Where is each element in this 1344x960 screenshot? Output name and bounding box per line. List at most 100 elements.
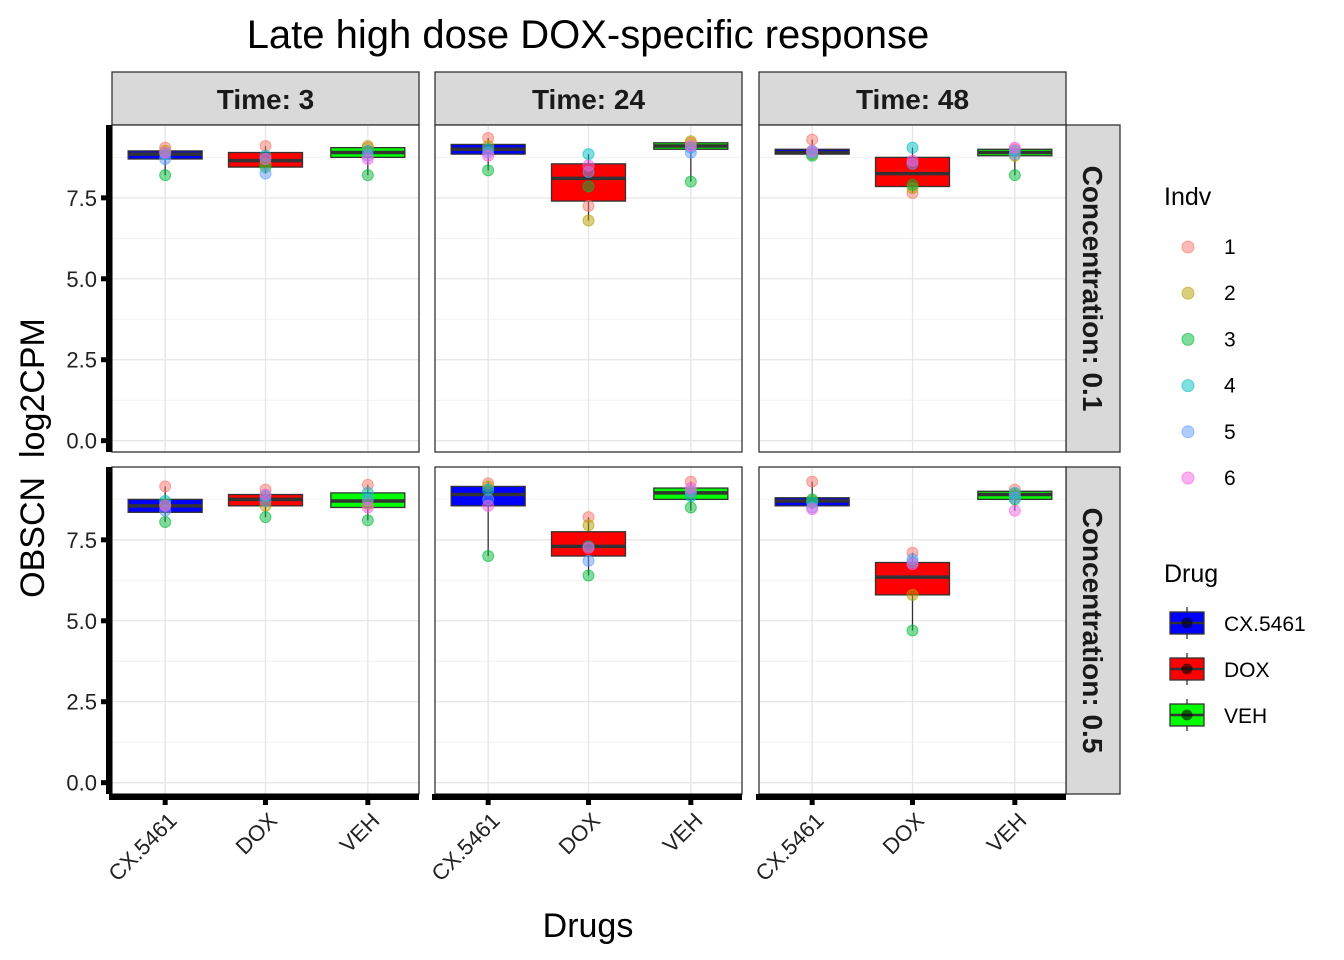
legend-indv-key [1181, 379, 1195, 393]
col-strip: Time: 3 [111, 71, 420, 126]
indv-point [159, 516, 172, 529]
panels-layer: Time: 3 Time: 24 Time: 48 Concentration: 0.… [66, 71, 1121, 886]
legend-drug-title: Drug [1164, 560, 1218, 588]
legend-drug-point [1181, 663, 1193, 675]
x-tick-label: CX.5461 [426, 808, 504, 886]
indv-point [482, 164, 495, 177]
indv-point [806, 475, 819, 488]
indv-point [1008, 491, 1021, 504]
chart-title: Late high dose DOX-specific response [247, 13, 930, 57]
legend-drug-item: VEH [1169, 699, 1267, 731]
legend-drug-label: VEH [1224, 705, 1267, 728]
x-tick-label: CX.5461 [103, 808, 181, 886]
indv-point [259, 511, 272, 524]
col-strip-bg [111, 71, 420, 126]
col-strip: Time: 48 [758, 71, 1067, 126]
legend-drug-point [1181, 709, 1193, 721]
col-strip-label: Time: 24 [532, 84, 646, 115]
legend-indv-label: 2 [1224, 282, 1236, 305]
indv-point [906, 141, 919, 154]
indv-point [1008, 504, 1021, 517]
legend-drug-label: DOX [1224, 659, 1270, 682]
indv-point [159, 480, 172, 493]
boxplot-dox [874, 546, 951, 637]
indv-point [482, 499, 495, 512]
boxplot-cx5461 [450, 477, 526, 563]
legend-indv-key [1181, 286, 1195, 300]
boxplot-dox [550, 148, 627, 227]
x-tick-label: DOX [878, 808, 930, 860]
legend-indv-item: 1 [1181, 236, 1236, 259]
legend-indv-key [1181, 471, 1195, 485]
x-tick-label: DOX [231, 808, 283, 860]
row-strip-label: Concentration: 0.5 [1077, 508, 1108, 754]
boxplot-veh [653, 475, 729, 514]
boxplot-veh [330, 140, 406, 182]
indv-point [1008, 141, 1021, 154]
legend-indv-item: 6 [1181, 467, 1236, 490]
indv-point [806, 144, 819, 157]
facet-panel [434, 124, 743, 453]
boxplot-dox [227, 483, 304, 524]
indv-point [361, 169, 374, 182]
indv-point [482, 149, 495, 162]
x-tick-label: VEH [658, 808, 708, 858]
y-tick-label: 0.0 [66, 429, 97, 454]
indv-point [582, 180, 595, 193]
legend-layer: Indv 1 2 3 4 5 6 Drug CX.5461 DOX VEH [1164, 183, 1306, 731]
legend-indv-title: Indv [1164, 183, 1212, 211]
boxplot-cx5461 [774, 133, 850, 162]
indv-point [361, 501, 374, 514]
x-tick-label: DOX [554, 808, 606, 860]
indv-point [906, 558, 919, 571]
indv-point [582, 569, 595, 582]
facet-panel: 0.0 2.5 5.0 7.5 CX.5461 DOX VEH [66, 466, 420, 886]
legend-drug-label: CX.5461 [1224, 613, 1306, 636]
indv-point [582, 554, 595, 567]
boxplot-cx5461 [450, 131, 526, 177]
y-tick-label: 0.0 [66, 771, 97, 796]
indv-point [582, 159, 595, 172]
y-tick-label: 5.0 [66, 609, 97, 634]
row-strip-bg [1065, 466, 1121, 795]
x-tick-label: CX.5461 [750, 808, 828, 886]
indv-point [582, 148, 595, 161]
indv-point [159, 146, 172, 159]
indv-point [806, 133, 819, 146]
legend-indv-key [1181, 425, 1195, 439]
legend-indv-label: 1 [1224, 236, 1236, 259]
col-strip-label: Time: 3 [217, 84, 315, 115]
indv-point [361, 152, 374, 165]
legend-indv-label: 6 [1224, 467, 1236, 490]
boxplot-veh [330, 478, 406, 527]
boxplot-cx5461 [127, 480, 203, 529]
legend-indv-key [1181, 240, 1195, 254]
indv-point [582, 519, 595, 532]
legend-indv-item: 4 [1181, 375, 1236, 398]
indv-point [259, 488, 272, 501]
indv-point [806, 503, 819, 516]
legend-indv-label: 4 [1224, 375, 1236, 398]
boxplot-cx5461 [774, 475, 850, 516]
col-strip-bg [758, 71, 1067, 126]
boxplot-dox [550, 511, 627, 582]
x-axis-title: Drugs [543, 907, 634, 945]
indv-point [361, 514, 374, 527]
col-strip: Time: 24 [434, 71, 743, 126]
indv-point [906, 154, 919, 167]
legend-indv-item: 5 [1181, 421, 1236, 444]
panel-border [758, 124, 1067, 453]
x-tick-label: VEH [982, 808, 1032, 858]
boxplot-veh [977, 141, 1053, 182]
legend-indv: Indv 1 2 3 4 5 6 [1164, 183, 1236, 490]
row-strip: Concentration: 0.5 [1065, 466, 1121, 795]
boxplot-dox [227, 140, 304, 180]
facet-panel [758, 124, 1067, 453]
legend-drug-item: DOX [1169, 653, 1270, 685]
y-tick-label: 2.5 [66, 348, 97, 373]
indv-point [259, 152, 272, 165]
panel-border [434, 124, 743, 453]
indv-point [482, 550, 495, 563]
